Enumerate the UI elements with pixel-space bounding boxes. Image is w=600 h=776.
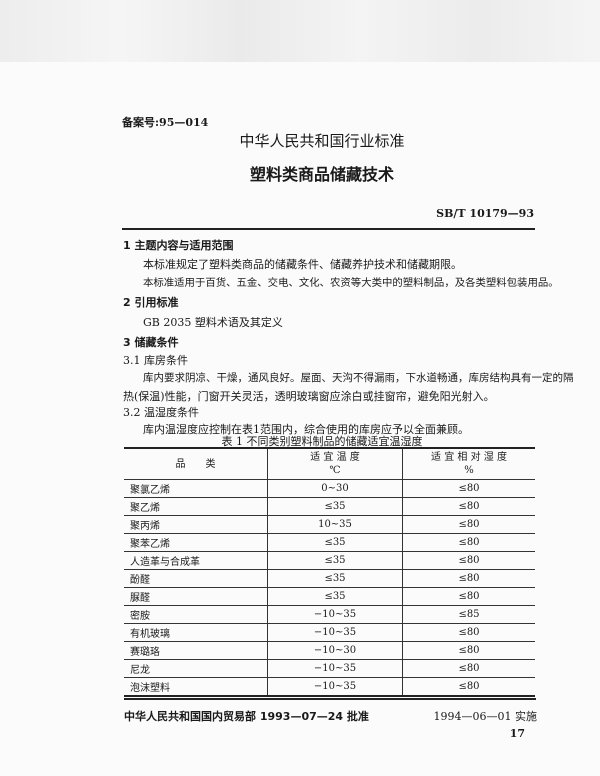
- cell-humidity: ≤80: [402, 479, 535, 498]
- cell-humidity: ≤80: [402, 497, 535, 516]
- section-2-title: 2 引用标准: [123, 296, 179, 309]
- cell-humidity: ≤80: [402, 515, 535, 534]
- cell-category: 脲醛: [124, 587, 268, 606]
- table-row: 泡沫塑料 −10~35 ≤80: [124, 677, 535, 697]
- reference: GB 2035 塑料术语及其定义: [143, 316, 283, 329]
- section-3-2-title: 3.2 温湿度条件: [123, 406, 199, 419]
- cell-humidity: ≤80: [402, 569, 535, 588]
- table-row: 尼龙 −10~35 ≤80: [124, 659, 535, 678]
- cell-category: 泡沫塑料: [124, 677, 268, 697]
- approval-text: 中华人民共和国国内贸易部 1993—07—24 批准: [124, 710, 369, 723]
- cell-category: 聚丙烯: [124, 515, 268, 534]
- cell-temperature: ≤35: [267, 497, 403, 516]
- header-temp-unit: ℃: [329, 465, 341, 476]
- cell-category: 聚苯乙烯: [124, 533, 268, 552]
- table-row: 聚丙烯 10~35 ≤80: [124, 515, 535, 534]
- standard-code: SB/T 10179—93: [436, 207, 534, 220]
- cell-temperature: 10~35: [267, 515, 403, 534]
- section-1-title: 1 主题内容与适用范围: [123, 239, 234, 252]
- cell-temperature: ≤35: [267, 569, 403, 588]
- cell-category: 赛璐珞: [124, 641, 268, 660]
- paragraph: 本标准适用于百货、五金、交电、文化、农资等大类中的塑料制品，及各类塑料包装用品。: [143, 277, 559, 289]
- cell-category: 人造革与合成革: [124, 551, 268, 570]
- cell-humidity: ≤85: [402, 605, 535, 624]
- header-rule: [122, 228, 535, 230]
- cell-temperature: −10~35: [267, 623, 403, 642]
- page-number: 17: [509, 727, 525, 740]
- table-row: 人造革与合成革 ≤35 ≤80: [124, 551, 535, 570]
- cell-humidity: ≤80: [402, 659, 535, 678]
- humidity-table: 品 类 适 宜 温 度 ℃ 适 宜 相 对 湿 度% 聚氯乙烯 0~30 ≤80 聚乙烯…: [124, 447, 535, 697]
- cell-category: 密胺: [124, 605, 268, 624]
- scan-noise: [0, 0, 600, 62]
- table-row: 聚氯乙烯 0~30 ≤80: [124, 479, 535, 498]
- table-row: 赛璐珞 −10~30 ≤80: [124, 641, 535, 660]
- table-row: 密胺 −10~35 ≤85: [124, 605, 535, 624]
- paragraph: 热(保温)性能，门窗开关灵活，透明玻璃窗应涂白或挂窗帘，避免阳光射入。: [123, 390, 495, 403]
- footer-rule: [124, 698, 536, 700]
- cell-category: 酚醛: [124, 569, 268, 588]
- standard-header: 中华人民共和国行业标准: [239, 132, 405, 150]
- cell-humidity: ≤80: [402, 677, 535, 697]
- effective-date: 1994—06—01 实施: [433, 710, 538, 723]
- header-category: 品 类: [124, 447, 268, 480]
- paragraph: 库内要求阴凉、干燥，通风良好。屋面、天沟不得漏雨，下水道畅通，库房结构具有一定的…: [143, 372, 574, 384]
- paragraph: 库内温湿度应控制在表1范围内，综合使用的库房应予以全面兼顾。: [143, 423, 469, 436]
- header-humidity-unit: %: [464, 465, 474, 476]
- table-caption: 表 1 不同类别塑料制品的储藏适宜温湿度: [221, 435, 423, 448]
- table-row: 聚乙烯 ≤35 ≤80: [124, 497, 535, 516]
- cell-humidity: ≤80: [402, 533, 535, 552]
- cell-temperature: 0~30: [267, 479, 403, 498]
- table-row: 有机玻璃 −10~35 ≤80: [124, 623, 535, 642]
- table-row: 脲醛 ≤35 ≤80: [124, 587, 535, 606]
- table-row: 聚苯乙烯 ≤35 ≤80: [124, 533, 535, 552]
- cell-humidity: ≤80: [402, 551, 535, 570]
- table-row: 酚醛 ≤35 ≤80: [124, 569, 535, 588]
- cell-category: 聚氯乙烯: [124, 479, 268, 498]
- cell-humidity: ≤80: [402, 587, 535, 606]
- record-number: 备案号:95—014: [122, 116, 209, 129]
- header-humidity-label: 适 宜 相 对 湿 度: [431, 452, 507, 463]
- cell-temperature: −10~35: [267, 659, 403, 678]
- cell-category: 尼龙: [124, 659, 268, 678]
- cell-category: 有机玻璃: [124, 623, 268, 642]
- header-humidity: 适 宜 相 对 湿 度%: [402, 447, 535, 480]
- header-temperature: 适 宜 温 度 ℃: [267, 447, 403, 480]
- table-header-row: 品 类 适 宜 温 度 ℃ 适 宜 相 对 湿 度%: [124, 447, 535, 480]
- cell-temperature: −10~35: [267, 605, 403, 624]
- cell-temperature: −10~30: [267, 641, 403, 660]
- cell-temperature: ≤35: [267, 533, 403, 552]
- cell-temperature: ≤35: [267, 587, 403, 606]
- cell-temperature: ≤35: [267, 551, 403, 570]
- paragraph: 本标准规定了塑料类商品的储藏条件、储藏养护技术和储藏期限。: [143, 258, 462, 271]
- cell-humidity: ≤80: [402, 623, 535, 642]
- section-3-title: 3 储藏条件: [123, 336, 179, 349]
- section-3-1-title: 3.1 库房条件: [123, 354, 188, 367]
- cell-temperature: −10~35: [267, 677, 403, 697]
- cell-humidity: ≤80: [402, 641, 535, 660]
- cell-category: 聚乙烯: [124, 497, 268, 516]
- header-temp-label: 适 宜 温 度: [310, 452, 360, 463]
- document-title: 塑料类商品储藏技术: [249, 165, 394, 184]
